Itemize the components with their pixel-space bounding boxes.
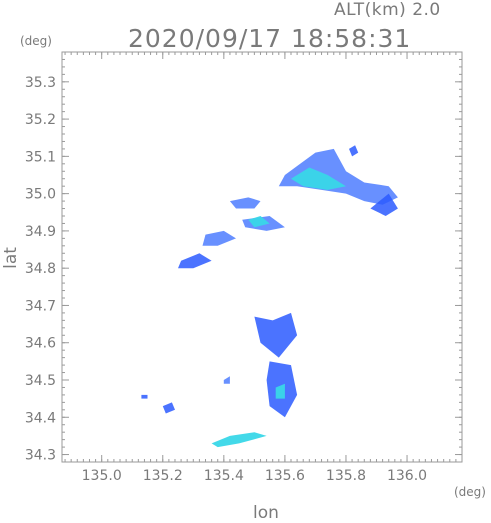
y-tick-label: 35.3 — [25, 75, 56, 91]
tick-layer: 135.0 135.2 135.4 135.6 135.8 136.0 34.3 34.4 34… — [25, 51, 463, 484]
y-tick-label: 34.8 — [25, 261, 56, 277]
x-tick-label: 135.8 — [326, 468, 366, 484]
y-tick-label: 34.3 — [25, 448, 56, 464]
y-tick-label: 34.7 — [25, 298, 56, 314]
x-axis-label: lon — [253, 503, 279, 523]
echo-region-isolated-2 — [141, 394, 148, 399]
x-unit-label: (deg) — [454, 485, 486, 499]
echo-region-mid-band-core — [248, 216, 270, 228]
x-tick-label: 135.4 — [204, 468, 244, 484]
echo-region-west-band — [202, 230, 236, 246]
echo-region-northeast-core — [291, 167, 346, 190]
x-tick-label: 135.6 — [265, 468, 305, 484]
echo-region-west-band-2 — [178, 253, 212, 269]
chart-title: 2020/09/17 18:58:31 — [128, 24, 412, 53]
x-tick-label: 135.0 — [82, 468, 122, 484]
y-tick-label: 35.0 — [25, 187, 56, 203]
echo-region-east-tip — [370, 193, 398, 216]
echo-region-south-core — [275, 383, 285, 399]
y-tick-label: 34.5 — [25, 373, 56, 389]
echo-layer — [141, 145, 398, 448]
y-unit-label: (deg) — [20, 34, 52, 48]
echo-region-northeast-band — [278, 148, 398, 205]
x-tick-label: 135.2 — [143, 468, 183, 484]
echo-region-isolated-3 — [223, 376, 230, 384]
y-tick-label: 35.2 — [25, 112, 56, 128]
echo-region-south-cluster-upper — [254, 312, 298, 358]
y-tick-label: 34.4 — [25, 410, 56, 426]
echo-region-mid-band-1 — [229, 197, 261, 209]
echo-region-southwest-line — [211, 432, 267, 448]
y-tick-label: 34.9 — [25, 224, 56, 240]
echo-region-isolated-1 — [162, 402, 175, 414]
y-tick-label: 35.1 — [25, 149, 56, 165]
x-tick-label: 136.0 — [387, 468, 427, 484]
altitude-label: ALT(km) 2.0 — [334, 0, 441, 20]
echo-region-northeast-spot — [349, 145, 359, 157]
y-tick-label: 34.6 — [25, 336, 56, 352]
plot-frame — [61, 51, 463, 463]
